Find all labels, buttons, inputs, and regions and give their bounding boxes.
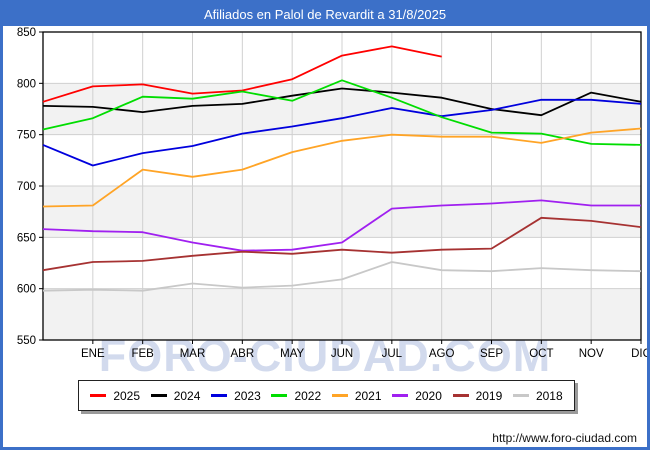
- legend-item-2024[interactable]: 2024: [150, 388, 201, 403]
- y-tick-label: 850: [17, 27, 36, 39]
- legend-label-2025: 2025: [113, 388, 141, 403]
- series-line-2019: [42, 216, 642, 272]
- y-tick-label: 600: [17, 284, 36, 296]
- x-tick-label: MAR: [180, 348, 206, 360]
- footer-url: http://www.foro-ciudad.com: [492, 431, 637, 445]
- legend-item-2023[interactable]: 2023: [211, 389, 261, 403]
- x-tick-label: NOV: [579, 348, 604, 360]
- chart-title: Afiliados en Palol de Revardit a 31/8/20…: [3, 3, 647, 26]
- legend-label-2024: 2024: [173, 388, 201, 403]
- legend-swatch-2021: [331, 394, 348, 397]
- affiliation-line-chart: 850 800 750 700 650 600 550 ENE FEB MAR ABR MAY JUN J…: [17, 27, 650, 360]
- legend-item-2019[interactable]: 2019: [452, 388, 503, 403]
- y-tick-label: 550: [17, 335, 36, 347]
- legend-swatch-2018: [512, 394, 529, 397]
- series-line-2018: [42, 261, 642, 292]
- x-tick-label: AGO: [429, 348, 455, 360]
- x-tick-label: ENE: [81, 348, 105, 360]
- legend-label-2019: 2019: [475, 388, 503, 403]
- legend-swatch-2025: [90, 394, 107, 397]
- series-line-2023: [42, 98, 642, 167]
- x-tick-label: MAY: [280, 348, 304, 360]
- legend-swatch-2020: [392, 394, 409, 397]
- y-tick-label: 800: [17, 78, 36, 90]
- series-line-2021: [42, 127, 642, 208]
- y-tick-label: 750: [17, 130, 36, 142]
- y-tick-label: 650: [17, 232, 36, 244]
- x-tick-label: DIC: [631, 348, 650, 360]
- legend-swatch-2019: [452, 394, 469, 397]
- legend-item-2021[interactable]: 2021: [331, 388, 382, 403]
- chart-legend: 2025 2024 2023 2022 2021 2020 2019 2018: [78, 380, 575, 411]
- x-tick-label: FEB: [131, 348, 154, 360]
- series-line-2022: [42, 79, 642, 146]
- legend-label-2023: 2023: [234, 388, 261, 403]
- legend-swatch-2024: [150, 394, 167, 397]
- x-tick-label: JUL: [382, 348, 403, 360]
- legend-swatch-2022: [271, 394, 288, 397]
- x-tick-label: OCT: [529, 348, 553, 360]
- legend-label-2021: 2021: [354, 388, 382, 403]
- series-line-2025: [42, 45, 442, 103]
- legend-label-2018: 2018: [535, 388, 563, 403]
- x-tick-label: SEP: [480, 348, 503, 360]
- legend-label-2022: 2022: [294, 388, 322, 403]
- legend-item-2020[interactable]: 2020: [392, 389, 442, 403]
- legend-swatch-2023: [211, 394, 228, 397]
- legend-item-2022[interactable]: 2022: [271, 389, 321, 403]
- series-line-2024: [42, 87, 642, 117]
- legend-label-2020: 2020: [415, 388, 442, 403]
- x-tick-label: JUN: [331, 348, 353, 360]
- legend-item-2025[interactable]: 2025: [90, 389, 140, 403]
- series-line-2020: [42, 199, 641, 252]
- legend-item-2018[interactable]: 2018: [512, 388, 563, 403]
- y-tick-label: 700: [17, 181, 36, 193]
- x-tick-label: ABR: [231, 348, 255, 360]
